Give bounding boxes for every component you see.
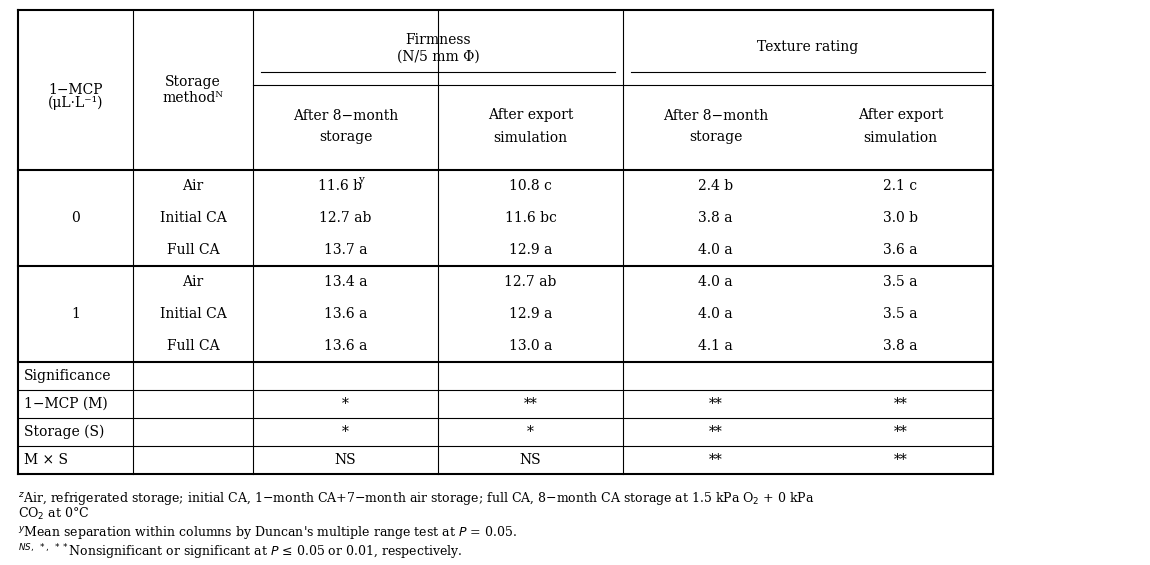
Text: $^{NS,\ *,\ **}$Nonsignificant or significant at $P$ ≤ 0.05 or 0.01, respectivel: $^{NS,\ *,\ **}$Nonsignificant or signif… <box>18 542 462 562</box>
Text: CO$_2$ at 0°C: CO$_2$ at 0°C <box>18 506 90 522</box>
Text: M × S: M × S <box>24 453 68 467</box>
Text: $^y$Mean separation within columns by Duncan's multiple range test at $P$ = 0.05: $^y$Mean separation within columns by Du… <box>18 524 516 541</box>
Text: 12.9 a: 12.9 a <box>508 307 552 321</box>
Text: Initial CA: Initial CA <box>160 211 227 225</box>
Text: Significance: Significance <box>24 369 112 383</box>
Text: Full CA: Full CA <box>167 339 220 353</box>
Text: 11.6 bc: 11.6 bc <box>505 211 557 225</box>
Text: (N/5 mm Φ): (N/5 mm Φ) <box>397 50 480 63</box>
Text: **: ** <box>708 397 722 411</box>
Text: *: * <box>342 425 348 439</box>
Text: 2.4 b: 2.4 b <box>698 179 733 193</box>
Text: 13.0 a: 13.0 a <box>508 339 552 353</box>
Text: *: * <box>342 397 348 411</box>
Text: 3.8 a: 3.8 a <box>698 211 733 225</box>
Text: 2.1 c: 2.1 c <box>883 179 918 193</box>
Text: 13.6 a: 13.6 a <box>324 307 367 321</box>
Text: simulation: simulation <box>864 131 937 145</box>
Text: After 8−month: After 8−month <box>293 108 398 123</box>
Text: (μL·L⁻¹): (μL·L⁻¹) <box>48 96 104 110</box>
Text: 4.0 a: 4.0 a <box>698 275 733 289</box>
Text: Air: Air <box>183 179 204 193</box>
Text: **: ** <box>894 453 907 467</box>
Text: 3.0 b: 3.0 b <box>883 211 918 225</box>
Text: 1: 1 <box>71 307 80 321</box>
Text: simulation: simulation <box>493 131 568 145</box>
Text: 10.8 c: 10.8 c <box>509 179 552 193</box>
Text: After export: After export <box>858 108 943 123</box>
Text: 13.7 a: 13.7 a <box>324 243 367 257</box>
Text: 12.9 a: 12.9 a <box>508 243 552 257</box>
Text: After 8−month: After 8−month <box>662 108 768 123</box>
Text: 1−MCP: 1−MCP <box>48 83 102 97</box>
Text: 4.0 a: 4.0 a <box>698 307 733 321</box>
Text: Initial CA: Initial CA <box>160 307 227 321</box>
Text: 13.6 a: 13.6 a <box>324 339 367 353</box>
Text: **: ** <box>894 397 907 411</box>
Text: Firmness: Firmness <box>405 33 470 46</box>
Text: y: y <box>358 176 363 185</box>
Text: *: * <box>527 425 534 439</box>
Text: $^z$Air, refrigerated storage; initial CA, 1−month CA+7−month air storage; full : $^z$Air, refrigerated storage; initial C… <box>18 490 814 507</box>
Text: 12.7 ab: 12.7 ab <box>505 275 557 289</box>
Text: storage: storage <box>319 131 373 145</box>
Text: 4.1 a: 4.1 a <box>698 339 733 353</box>
Text: **: ** <box>708 453 722 467</box>
Text: 4.0 a: 4.0 a <box>698 243 733 257</box>
Text: After export: After export <box>488 108 573 123</box>
Text: 1−MCP (M): 1−MCP (M) <box>24 397 108 411</box>
Text: Texture rating: Texture rating <box>758 41 859 54</box>
Text: 3.8 a: 3.8 a <box>883 339 918 353</box>
Text: 3.6 a: 3.6 a <box>883 243 918 257</box>
Text: NS: NS <box>520 453 542 467</box>
Text: **: ** <box>708 425 722 439</box>
Text: **: ** <box>523 397 537 411</box>
Text: 13.4 a: 13.4 a <box>324 275 367 289</box>
Text: storage: storage <box>689 131 742 145</box>
Text: **: ** <box>894 425 907 439</box>
Text: Storage: Storage <box>166 75 221 89</box>
Text: Air: Air <box>183 275 204 289</box>
Text: 12.7 ab: 12.7 ab <box>320 211 371 225</box>
Text: NS: NS <box>335 453 356 467</box>
Text: 3.5 a: 3.5 a <box>883 275 918 289</box>
Text: 11.6 b: 11.6 b <box>319 179 362 193</box>
Text: 0: 0 <box>71 211 79 225</box>
Text: 3.5 a: 3.5 a <box>883 307 918 321</box>
Text: Full CA: Full CA <box>167 243 220 257</box>
Text: methodᴺ: methodᴺ <box>162 91 223 105</box>
Text: Storage (S): Storage (S) <box>24 425 105 439</box>
